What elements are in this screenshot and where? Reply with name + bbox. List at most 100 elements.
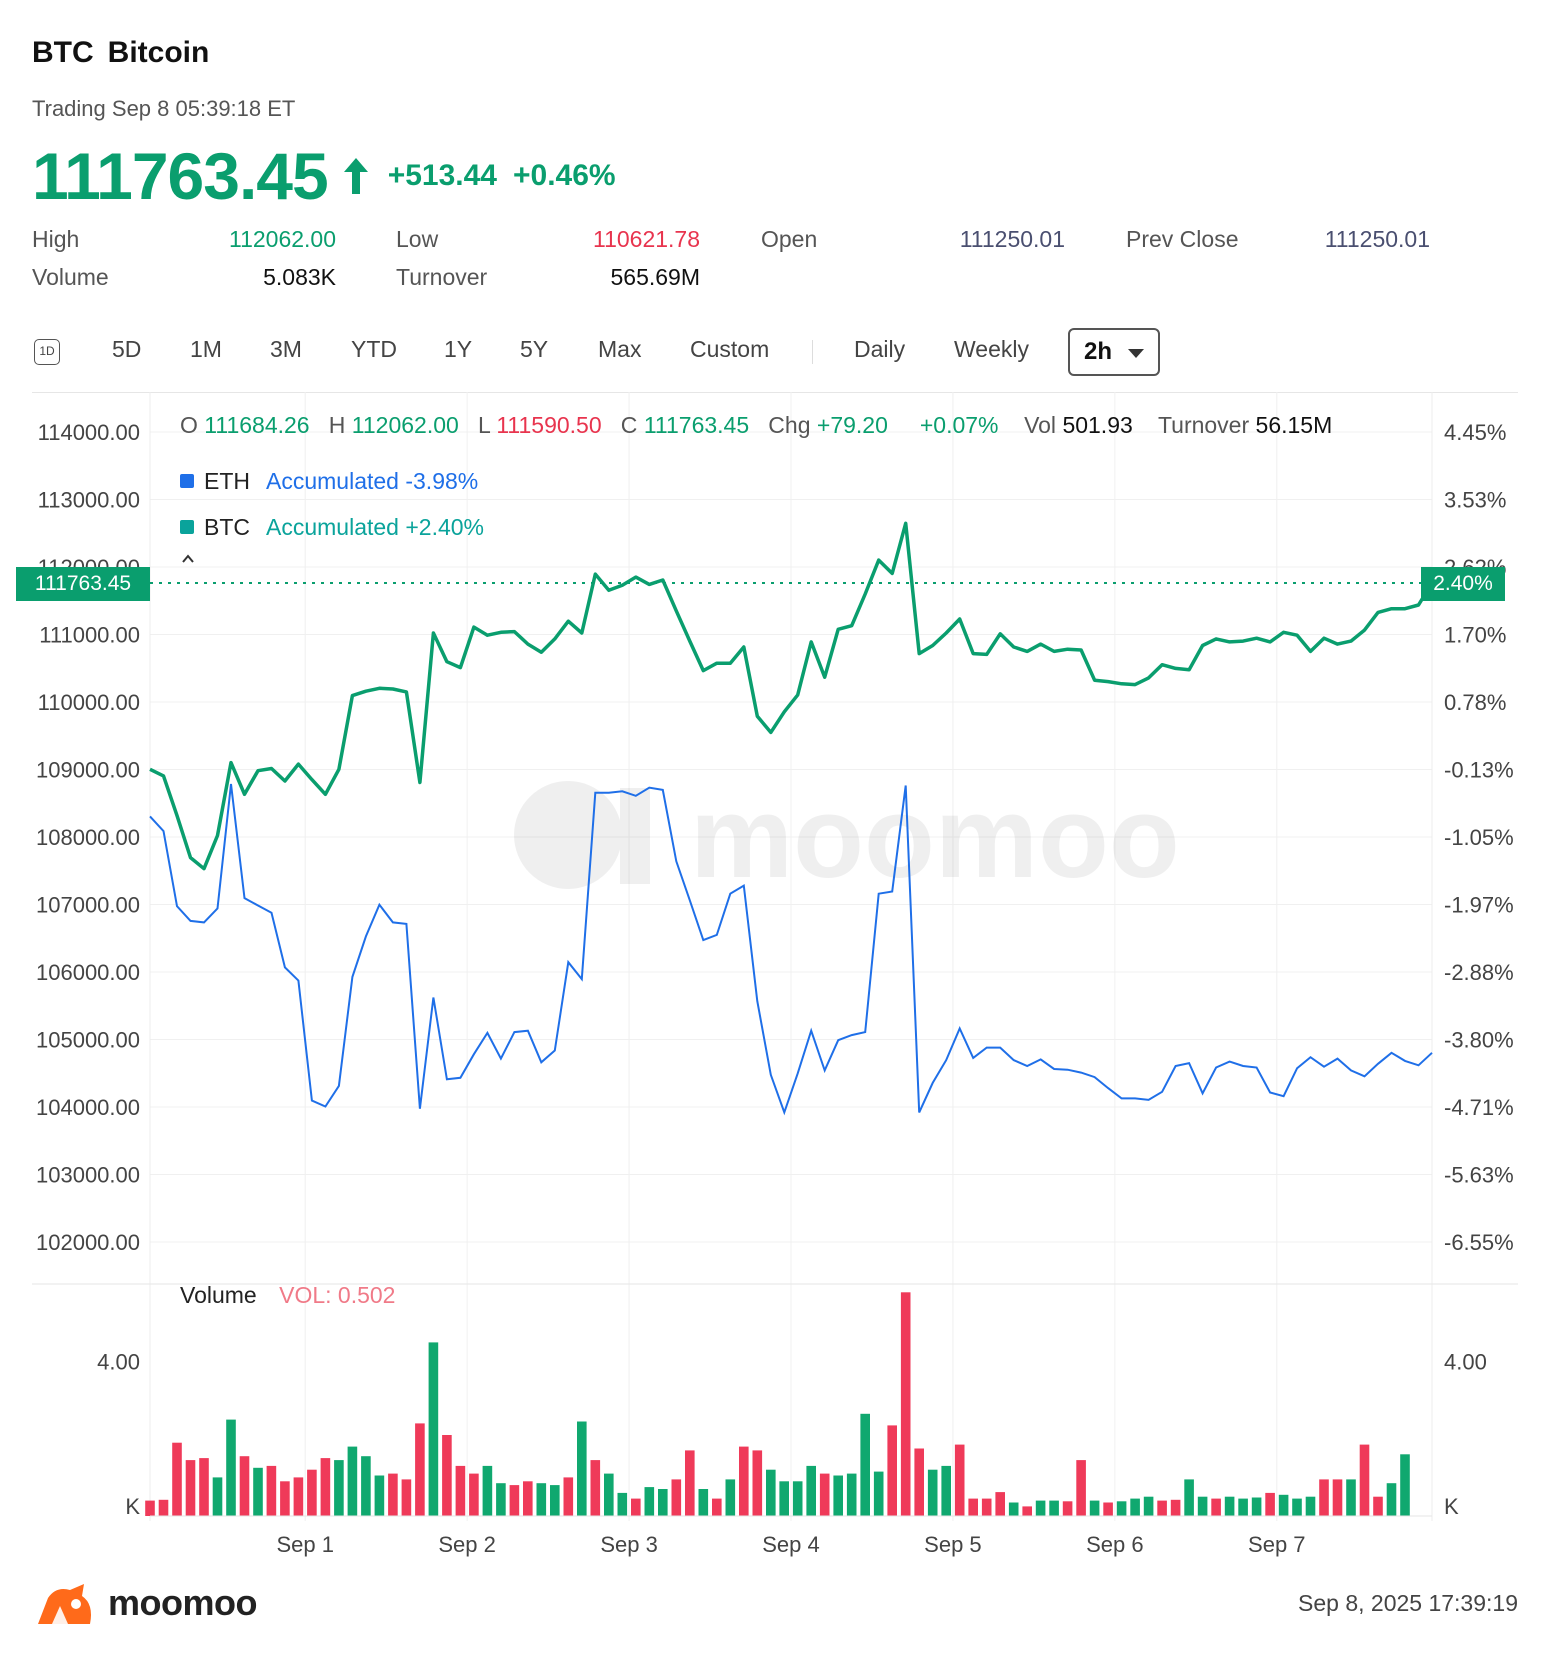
volume-bar [1305, 1496, 1316, 1516]
tab-custom[interactable]: Custom [690, 336, 770, 362]
y-tick-label-left: 102000.00 [36, 1230, 140, 1255]
volume-y-axis: 4.00 4.00 K K [97, 1350, 1487, 1519]
tab-1m[interactable]: 1M [190, 336, 222, 362]
volume-tick-label-left: 4.00 [97, 1350, 140, 1375]
volume-bar [482, 1465, 493, 1516]
volume-bar [927, 1469, 938, 1516]
tab-1d[interactable]: 1D [34, 339, 60, 365]
last-price-tag-left: 111763.45 [16, 567, 150, 601]
volume-bar [792, 1481, 803, 1516]
symbol-label: BTC [32, 36, 94, 69]
volume-bar [1035, 1500, 1046, 1516]
volume-bar [685, 1450, 695, 1516]
volume-bar [1238, 1498, 1248, 1516]
tab-ytd[interactable]: YTD [351, 336, 397, 362]
ohlc-turnover: 56.15M [1255, 412, 1333, 438]
legend-item-eth[interactable]: ETH Accumulated -3.98% [180, 458, 484, 504]
volume-bar [334, 1460, 344, 1516]
chart-top-divider [32, 392, 1518, 393]
volume-bar [1116, 1501, 1127, 1516]
tab-5d[interactable]: 5D [112, 336, 142, 362]
volume-bar [550, 1485, 560, 1516]
volume-bar [1089, 1500, 1100, 1516]
y-tick-label-left: 104000.00 [36, 1095, 140, 1120]
ohlc-change-pct: +0.07% [919, 412, 999, 438]
stats-grid: High 112062.00 Low 110621.78 Open 111250… [32, 226, 1518, 306]
volume-bar [563, 1477, 574, 1516]
quote-row: 111763.45 +513.44 +0.46% [32, 138, 616, 214]
tab-weekly[interactable]: Weekly [954, 336, 1029, 362]
volume-bar [1022, 1506, 1032, 1516]
volume-bar [1008, 1502, 1019, 1516]
interval-dropdown[interactable]: 2h [1068, 328, 1160, 376]
volume-unit-label-left: K [125, 1494, 140, 1519]
tab-max[interactable]: Max [598, 336, 642, 362]
stat-volume: Volume 5.083K [32, 264, 336, 290]
legend-item-btc[interactable]: BTC Accumulated +2.40% [180, 504, 484, 550]
ohlc-high: 112062.00 [351, 412, 459, 438]
stat-open-value: 111250.01 [959, 226, 1065, 252]
volume-bar [158, 1499, 169, 1516]
y-tick-label-left: 114000.00 [38, 420, 140, 445]
volume-bar [307, 1469, 317, 1516]
volume-bar [1359, 1444, 1370, 1516]
stat-prev-close-value: 111250.01 [1324, 226, 1430, 252]
volume-bar [941, 1465, 951, 1516]
chevron-up-icon[interactable] [181, 552, 195, 566]
y-tick-label-right: -0.13% [1444, 758, 1514, 783]
btc-series-line [149, 521, 1434, 871]
stat-high-value: 112062.00 [228, 226, 336, 252]
stat-low-value: 110621.78 [592, 226, 700, 252]
volume-bar [900, 1292, 911, 1516]
x-tick-label: Sep 7 [1248, 1532, 1306, 1557]
volume-bar [914, 1448, 924, 1516]
volume-bar [590, 1460, 601, 1516]
volume-bar [1292, 1498, 1302, 1516]
volume-bar [873, 1471, 884, 1516]
volume-bar [293, 1477, 304, 1516]
ohlc-close: 111763.45 [643, 412, 750, 438]
volume-bar [725, 1479, 736, 1516]
volume-bar [536, 1483, 547, 1516]
volume-bar [1157, 1500, 1167, 1516]
volume-bar [253, 1467, 263, 1516]
tab-daily[interactable]: Daily [854, 336, 906, 362]
stat-volume-value: 5.083K [263, 264, 336, 290]
volume-bar [1346, 1479, 1356, 1516]
tab-divider [812, 340, 813, 364]
volume-bar [226, 1419, 236, 1516]
last-price: 111763.45 [32, 139, 329, 213]
volume-bar [779, 1481, 789, 1516]
tab-5y[interactable]: 5Y [520, 336, 549, 362]
volume-bar [1197, 1496, 1208, 1516]
y-tick-label-left: 107000.00 [36, 893, 140, 918]
volume-bar [1049, 1500, 1059, 1516]
volume-bar [199, 1458, 209, 1516]
chart-legend: ETH Accumulated -3.98% BTC Accumulated +… [180, 458, 484, 550]
volume-bar [1062, 1501, 1073, 1516]
volume-bar [1130, 1498, 1140, 1516]
volume-bar [509, 1485, 520, 1516]
x-tick-label: Sep 6 [1086, 1532, 1144, 1557]
volume-bar [1076, 1460, 1086, 1516]
volume-bar [1184, 1479, 1194, 1516]
volume-bar [172, 1442, 182, 1516]
volume-unit-label-right: K [1444, 1494, 1459, 1519]
tab-3m[interactable]: 3M [270, 336, 302, 362]
volume-bar [523, 1481, 533, 1516]
volume-bar [1103, 1502, 1113, 1516]
y-axis-right: 4.45%3.53%2.62%1.70%0.78%-0.13%-1.05%-1.… [1444, 420, 1514, 1255]
y-tick-label-left: 111000.00 [39, 623, 140, 648]
volume-bar [833, 1475, 843, 1516]
volume-bar [1143, 1496, 1154, 1516]
stat-turnover-value: 565.69M [610, 264, 700, 290]
eth-series-line [149, 783, 1433, 1116]
volume-bar [455, 1465, 466, 1516]
tab-1y[interactable]: 1Y [444, 336, 473, 362]
volume-bar [1224, 1496, 1235, 1516]
grid-layer [32, 392, 1518, 1521]
y-tick-label-right: 1.70% [1444, 623, 1506, 648]
volume-bar [1319, 1479, 1329, 1516]
ohlc-change: +79.20 [816, 412, 888, 438]
